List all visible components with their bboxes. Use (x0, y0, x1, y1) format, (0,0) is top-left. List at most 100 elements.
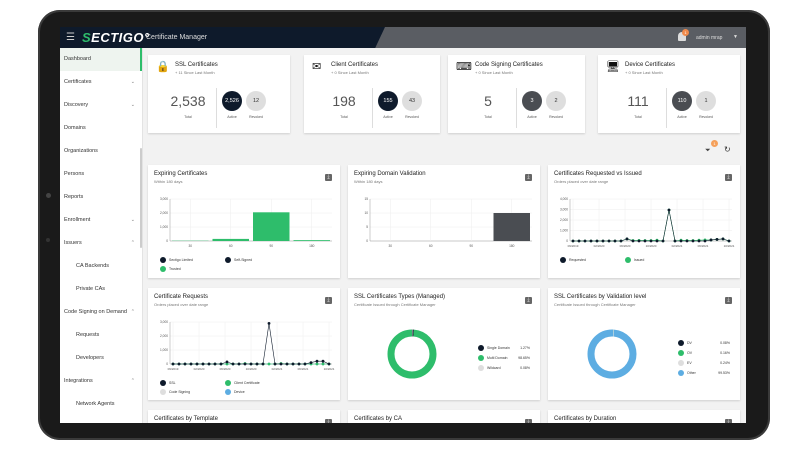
data-point[interactable] (321, 359, 325, 363)
caret-down-icon[interactable]: ▼ (733, 34, 738, 40)
data-point[interactable] (625, 237, 629, 241)
data-point[interactable] (583, 239, 587, 243)
data-point[interactable] (267, 322, 271, 325)
chevron-down-icon[interactable]: ⌄ (130, 102, 135, 108)
data-point[interactable] (649, 239, 653, 243)
data-point[interactable] (177, 362, 181, 366)
active-count[interactable]: 2,526 (222, 91, 242, 111)
data-point[interactable] (225, 360, 229, 364)
legend-item[interactable]: DV 0.08% (678, 340, 730, 346)
revoked-count[interactable]: 1 (696, 91, 716, 111)
donut-slice-wildcard[interactable] (387, 329, 437, 379)
download-icon[interactable]: ⤓ (525, 174, 532, 181)
sidebar-scrollbar[interactable] (140, 148, 142, 248)
donut-slice-multi-domain[interactable] (387, 329, 437, 379)
legend-item[interactable]: Sectigo Limited (160, 257, 193, 263)
legend-item[interactable]: Client Certificate (225, 380, 260, 386)
data-point[interactable] (595, 239, 599, 243)
legend-item[interactable]: Single Domain 1.27% (478, 345, 530, 351)
chevron-up-icon[interactable]: ⌃ (130, 240, 135, 246)
data-point[interactable] (703, 239, 707, 243)
data-point[interactable] (697, 239, 701, 243)
sidebar-item-network-agents[interactable]: Network Agents (60, 393, 142, 416)
data-point[interactable] (279, 362, 283, 366)
sidebar-item-reports[interactable]: Reports (60, 186, 142, 209)
sidebar-item-dashboard[interactable]: Dashboard (60, 48, 142, 71)
data-point[interactable] (655, 239, 659, 243)
download-icon[interactable]: ⤓ (325, 419, 332, 423)
data-point[interactable] (285, 362, 289, 366)
data-point[interactable] (315, 362, 319, 366)
user-menu[interactable]: admin mrap (696, 35, 723, 41)
sidebar-item-developers[interactable]: Developers (60, 347, 142, 370)
legend-item[interactable]: OV 0.16% (678, 350, 730, 356)
data-point[interactable] (189, 362, 193, 366)
legend-item[interactable]: Device (225, 389, 245, 395)
legend-item[interactable]: Self-Signed (225, 257, 252, 263)
download-icon[interactable]: ⤓ (325, 297, 332, 304)
revoked-count[interactable]: 43 (402, 91, 422, 111)
sectigo-logo[interactable]: SECTIGO° (82, 30, 150, 45)
sidebar-item-discovery[interactable]: Discovery ⌄ (60, 94, 142, 117)
legend-item[interactable]: Issued (625, 257, 644, 263)
data-point[interactable] (243, 362, 247, 366)
sidebar-item-code-signing-on-demand[interactable]: Code Signing on Demand ⌃ (60, 301, 142, 324)
sidebar-item-persons[interactable]: Persons (60, 163, 142, 186)
data-point[interactable] (303, 362, 307, 366)
data-point[interactable] (619, 239, 623, 243)
active-count[interactable]: 110 (672, 91, 692, 111)
data-point[interactable] (685, 239, 689, 243)
bar[interactable] (293, 240, 331, 241)
stat-card-code-signing-certificates[interactable]: ⌨ Code Signing Certificates + 0 Since Last… (448, 55, 585, 133)
chevron-down-icon[interactable]: ⌄ (130, 217, 135, 223)
data-point[interactable] (213, 362, 217, 366)
data-point[interactable] (601, 239, 605, 243)
sidebar-item-ca-backends[interactable]: CA Backends (60, 255, 142, 278)
data-point[interactable] (613, 239, 617, 243)
data-point[interactable] (643, 239, 647, 243)
legend-item[interactable]: Trusted (160, 266, 181, 272)
sidebar-item-enrollment[interactable]: Enrollment ⌄ (60, 209, 142, 232)
bar[interactable] (212, 238, 250, 241)
chevron-down-icon[interactable]: ⌄ (130, 79, 135, 85)
sidebar-item-integrations[interactable]: Integrations ⌃ (60, 370, 142, 393)
data-point[interactable] (297, 362, 301, 366)
legend-item[interactable]: Other 99.53% (678, 370, 730, 376)
data-point[interactable] (171, 362, 175, 366)
data-point[interactable] (249, 362, 253, 366)
download-icon[interactable]: ⤓ (725, 419, 732, 423)
stat-card-ssl-certificates[interactable]: 🔒 SSL Certificates + 11 Since Last Month 2,… (148, 55, 290, 133)
data-point[interactable] (607, 239, 611, 243)
data-point[interactable] (691, 239, 695, 243)
data-point[interactable] (309, 361, 313, 364)
data-point[interactable] (273, 362, 277, 366)
data-point[interactable] (661, 239, 665, 243)
sidebar-item-issuers[interactable]: Issuers ⌃ (60, 232, 142, 255)
download-icon[interactable]: ⤓ (725, 297, 732, 304)
active-count[interactable]: 155 (378, 91, 398, 111)
active-count[interactable]: 3 (522, 91, 542, 111)
sidebar-item-certificates[interactable]: Certificates ⌄ (60, 71, 142, 94)
download-icon[interactable]: ⤓ (725, 174, 732, 181)
data-point[interactable] (219, 362, 223, 366)
data-point[interactable] (225, 362, 229, 366)
revoked-count[interactable]: 2 (546, 91, 566, 111)
chevron-up-icon[interactable]: ⌃ (130, 378, 135, 384)
data-point[interactable] (327, 362, 331, 366)
data-point[interactable] (321, 362, 325, 366)
sidebar-item-domains[interactable]: Domains (60, 117, 142, 140)
data-point[interactable] (207, 362, 211, 366)
data-point[interactable] (571, 239, 575, 243)
hamburger-menu-icon[interactable]: ☰ (66, 32, 75, 43)
bar[interactable] (493, 213, 531, 241)
refresh-icon[interactable]: ↻ (724, 145, 731, 154)
download-icon[interactable]: ⤓ (525, 419, 532, 423)
data-point[interactable] (231, 362, 235, 366)
bar[interactable] (253, 212, 290, 241)
data-point[interactable] (727, 239, 731, 243)
revoked-count[interactable]: 12 (246, 91, 266, 111)
data-point[interactable] (315, 359, 319, 363)
sidebar-item-organizations[interactable]: Organizations (60, 140, 142, 163)
legend-item[interactable]: Code Signing (160, 389, 190, 395)
data-point[interactable] (195, 362, 199, 366)
